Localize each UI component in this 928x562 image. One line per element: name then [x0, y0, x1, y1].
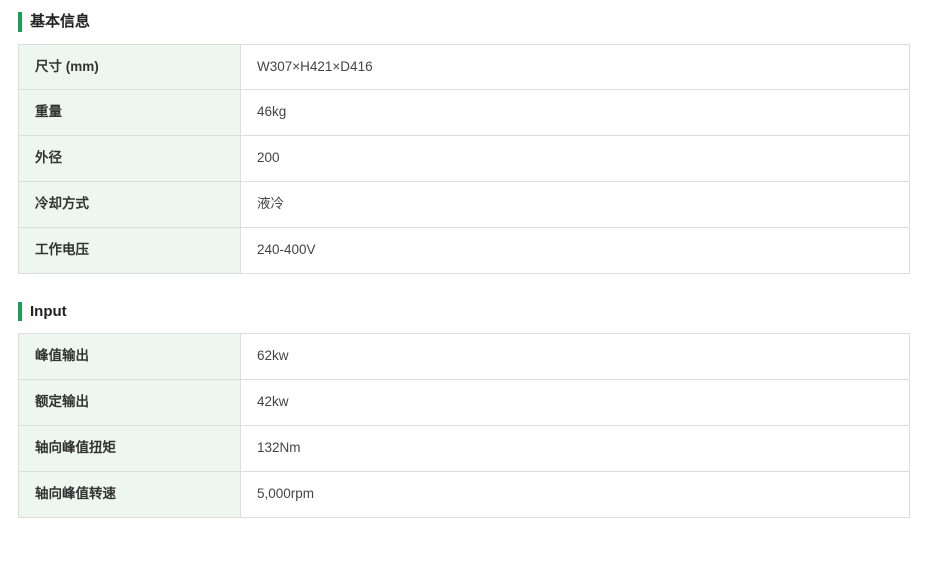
spec-label: 额定输出 [19, 380, 241, 426]
spec-label: 尺寸 (mm) [19, 44, 241, 90]
section-basic-info: 基本信息 尺寸 (mm) W307×H421×D416 重量 46kg 外径 2… [18, 12, 910, 274]
spec-value: 46kg [241, 90, 910, 136]
spec-table: 尺寸 (mm) W307×H421×D416 重量 46kg 外径 200 冷却… [18, 44, 910, 274]
spec-value: 液冷 [241, 182, 910, 228]
spec-label: 冷却方式 [19, 182, 241, 228]
spec-label: 峰值输出 [19, 334, 241, 380]
spec-value: 132Nm [241, 426, 910, 472]
spec-label: 工作电压 [19, 228, 241, 274]
table-row: 冷却方式 液冷 [19, 182, 910, 228]
spec-value: 240-400V [241, 228, 910, 274]
spec-value: 42kw [241, 380, 910, 426]
spec-label: 重量 [19, 90, 241, 136]
spec-label: 轴向峰值转速 [19, 472, 241, 518]
spec-label: 轴向峰值扭矩 [19, 426, 241, 472]
table-row: 重量 46kg [19, 90, 910, 136]
table-row: 轴向峰值转速 5,000rpm [19, 472, 910, 518]
section-title: 基本信息 [18, 12, 910, 32]
table-row: 额定输出 42kw [19, 380, 910, 426]
table-row: 外径 200 [19, 136, 910, 182]
table-row: 轴向峰值扭矩 132Nm [19, 426, 910, 472]
table-row: 工作电压 240-400V [19, 228, 910, 274]
section-input: Input 峰值输出 62kw 额定输出 42kw 轴向峰值扭矩 132Nm 轴… [18, 302, 910, 518]
spec-value: W307×H421×D416 [241, 44, 910, 90]
section-title: Input [18, 302, 910, 322]
spec-table: 峰值输出 62kw 额定输出 42kw 轴向峰值扭矩 132Nm 轴向峰值转速 … [18, 333, 910, 518]
spec-value: 5,000rpm [241, 472, 910, 518]
spec-value: 62kw [241, 334, 910, 380]
spec-value: 200 [241, 136, 910, 182]
table-row: 峰值输出 62kw [19, 334, 910, 380]
table-row: 尺寸 (mm) W307×H421×D416 [19, 44, 910, 90]
spec-label: 外径 [19, 136, 241, 182]
